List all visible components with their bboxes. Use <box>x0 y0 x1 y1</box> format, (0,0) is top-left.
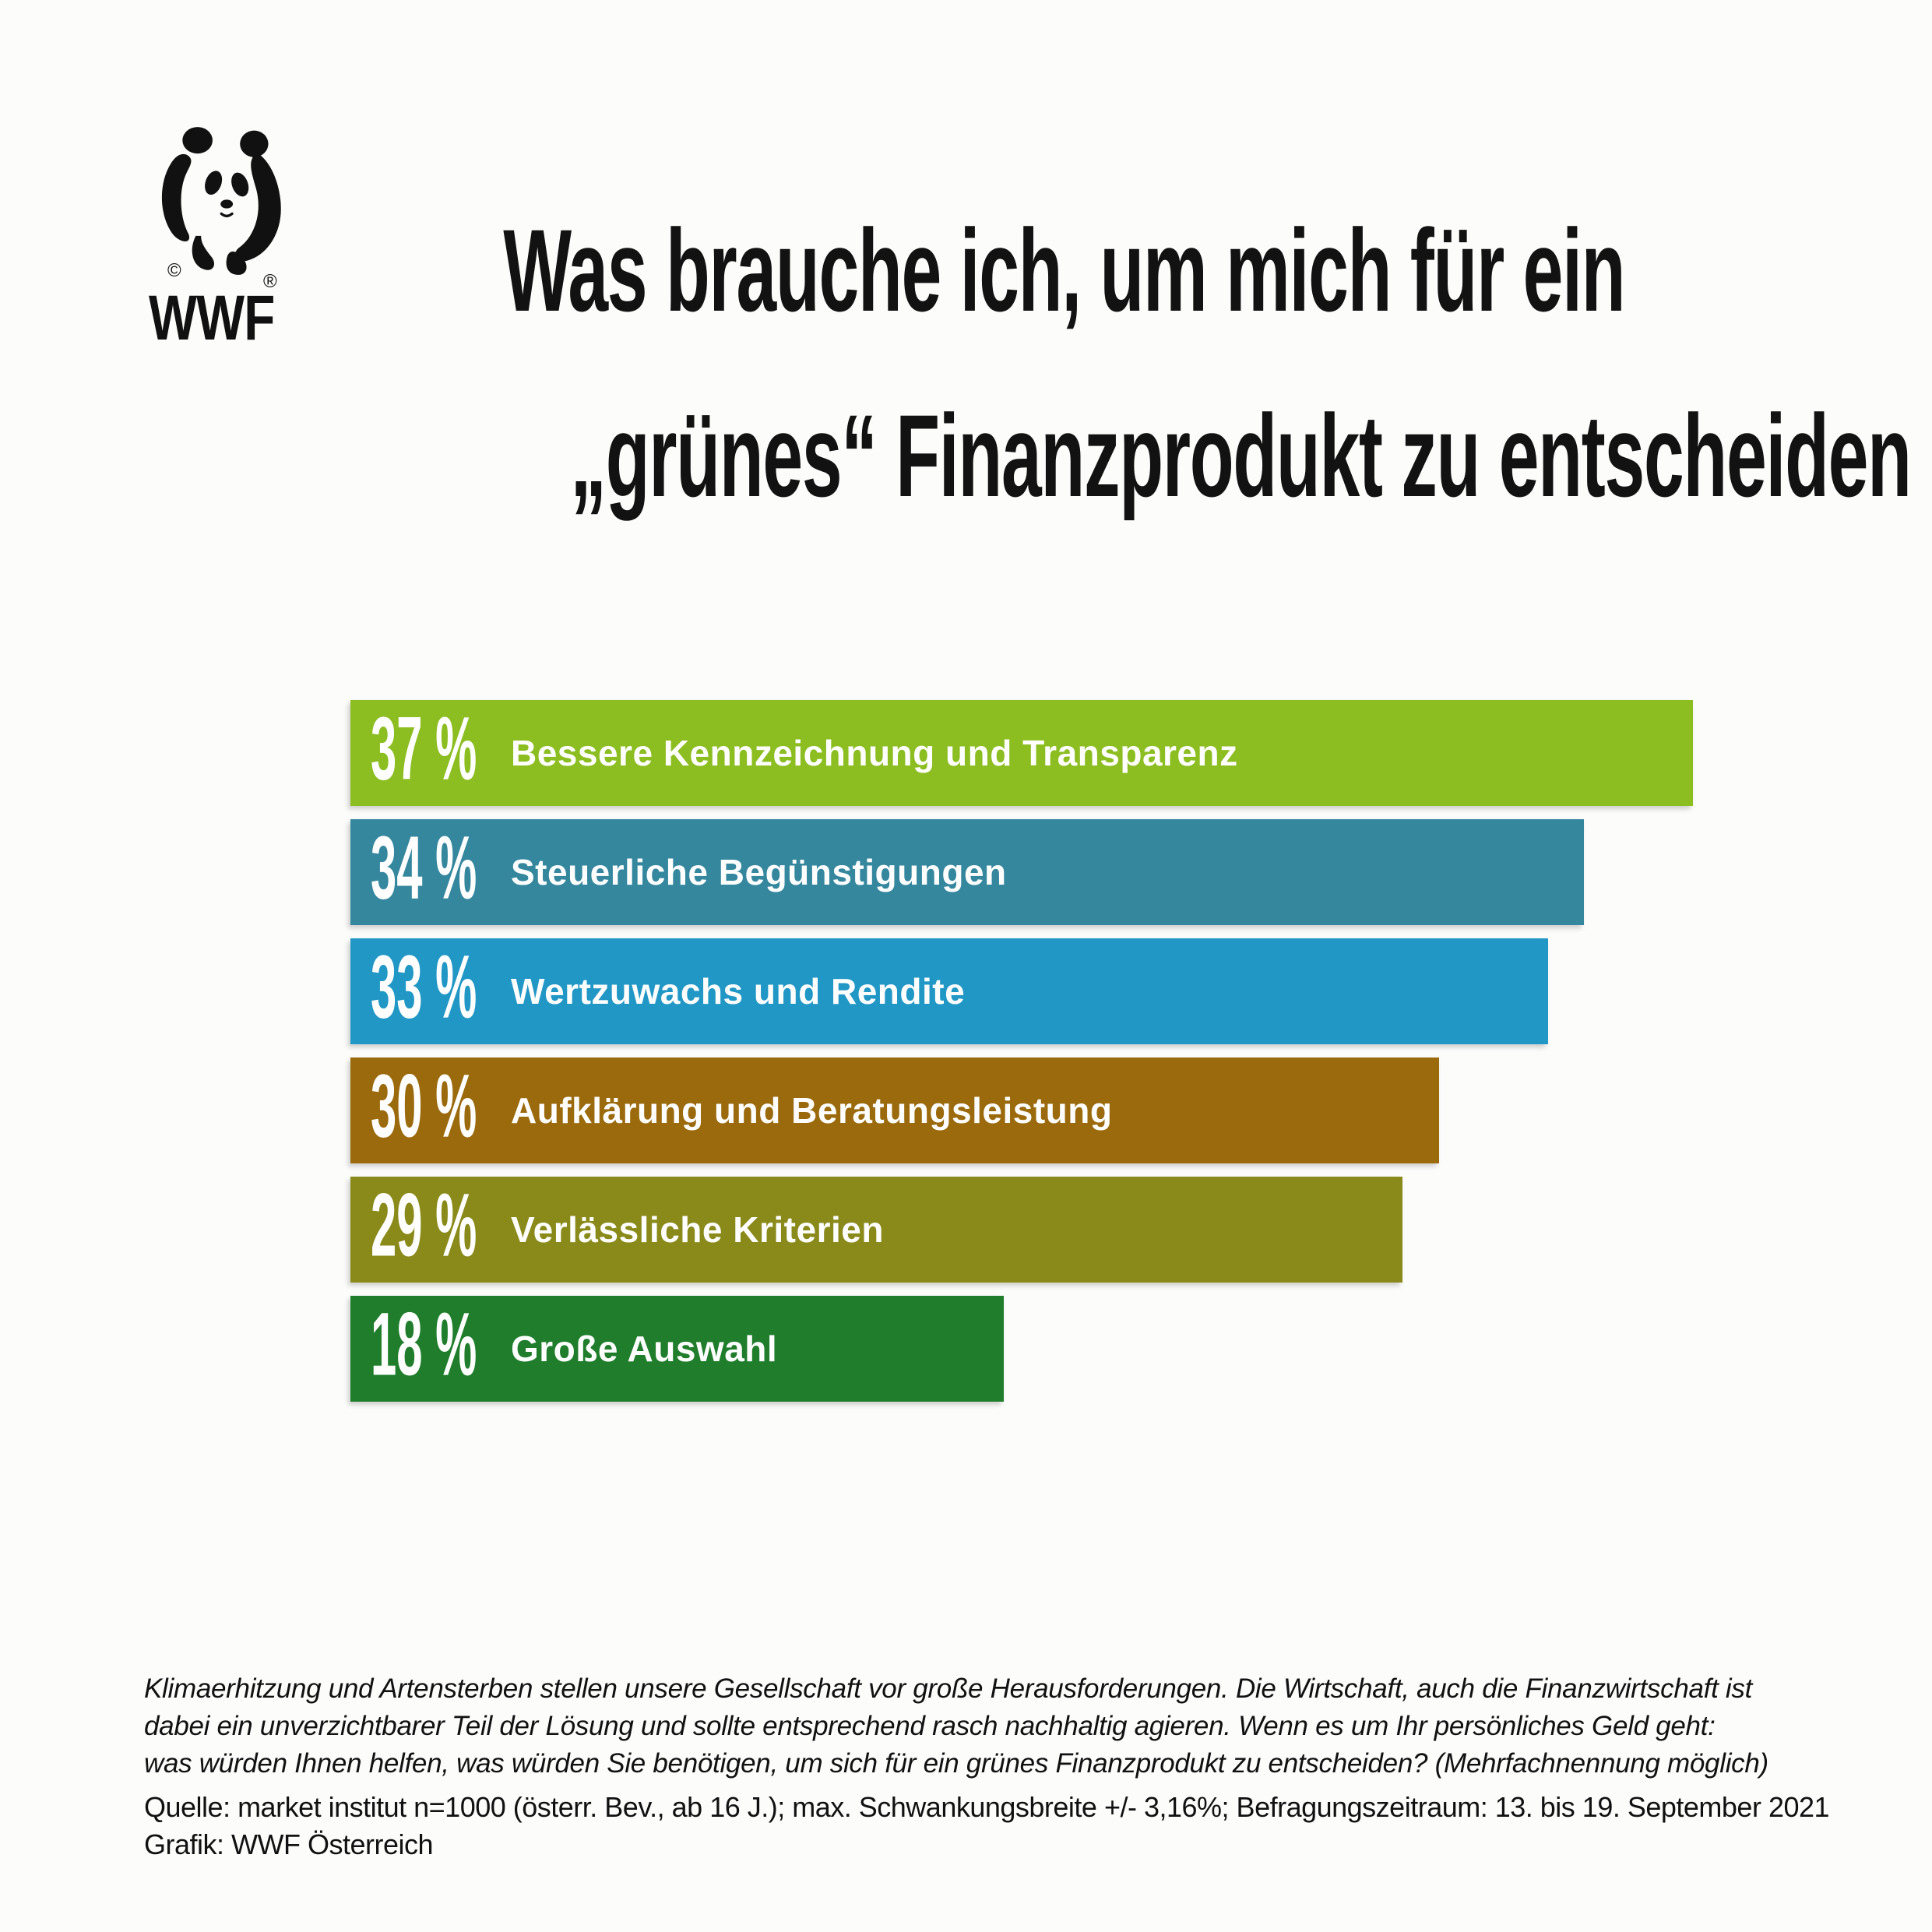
wwf-logo: © ® WWF <box>144 126 323 354</box>
registered-symbol: ® <box>263 271 277 292</box>
bar-category-label: Wertzuwachs und Rendite <box>511 971 966 1012</box>
bar-chart: 37 % Bessere Kennzeichnung und Transparen… <box>350 699 1693 1415</box>
bar-category-label: Große Auswahl <box>511 1328 778 1369</box>
bar-value-label: 18 % <box>371 1294 477 1395</box>
wwf-wordmark: WWF <box>149 283 275 354</box>
survey-question-note: Klimaerhitzung und Artensterben stellen … <box>144 1670 1768 1782</box>
bar-value-label: 37 % <box>371 699 477 799</box>
bar-value-label: 33 % <box>371 937 477 1037</box>
chart-title-line-2: „grünes“ Finanzprodukt zu entscheiden <box>570 390 1912 521</box>
bar-row: 18 % Große Auswahl <box>350 1294 1004 1402</box>
source-line: Grafik: WWF Österreich <box>144 1828 434 1860</box>
chart-title-line-1: Was brauche ich, um mich für ein <box>503 205 1625 336</box>
bar-value-label: 34 % <box>371 818 477 918</box>
bar-value-label: 29 % <box>371 1175 477 1276</box>
bar-value-label: 30 % <box>371 1056 477 1156</box>
wwf-panda-icon <box>161 127 281 275</box>
note-line: Klimaerhitzung und Artensterben stellen … <box>144 1673 1753 1704</box>
source-line: Quelle: market institut n=1000 (österr. … <box>144 1791 1830 1823</box>
chart-title: Was brauche ich, um mich für ein „grünes… <box>160 196 1932 567</box>
bar-category-label: Steuerliche Begünstigungen <box>511 852 1007 892</box>
copyright-symbol: © <box>167 260 181 281</box>
bar-category-label: Verlässliche Kriterien <box>511 1209 884 1250</box>
bar-row: 30 % Aufklärung und Beratungsleistung <box>350 1057 1439 1163</box>
note-line: dabei ein unverzichtbarer Teil der Lösun… <box>144 1711 1716 1741</box>
bar-row: 37 % Bessere Kennzeichnung und Transparen… <box>350 699 1693 806</box>
source-credit: Quelle: market institut n=1000 (österr. … <box>144 1789 1830 1863</box>
note-line: was würden Ihnen helfen, was würden Sie … <box>144 1748 1768 1779</box>
bar-row: 34 % Steuerliche Begünstigungen <box>350 818 1584 925</box>
bar-row: 33 % Wertzuwachs und Rendite <box>350 938 1548 1044</box>
bar-category-label: Bessere Kennzeichnung und Transparenz <box>511 733 1238 773</box>
bar-row: 29 % Verlässliche Kriterien <box>350 1175 1402 1283</box>
bar-category-label: Aufklärung und Beratungsleistung <box>511 1090 1113 1131</box>
